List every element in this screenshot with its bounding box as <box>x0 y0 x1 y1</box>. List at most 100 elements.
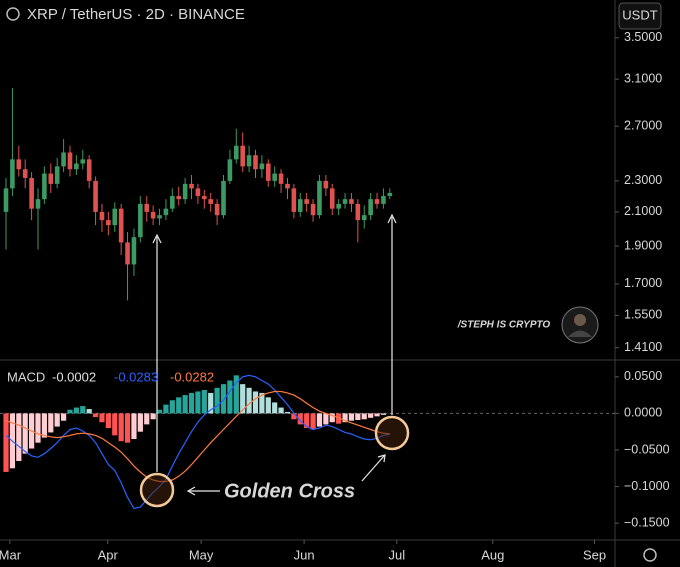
candle-body <box>240 145 245 167</box>
x-tick-label: May <box>189 547 214 562</box>
candle-body <box>253 155 258 170</box>
candle-body <box>291 188 297 212</box>
histogram-bar <box>182 395 188 414</box>
candle-body <box>16 159 22 170</box>
candle-body <box>214 203 220 216</box>
histogram-bar <box>329 413 335 423</box>
currency-label[interactable]: USDT <box>622 7 657 22</box>
histogram-bar <box>22 413 28 454</box>
y-tick-label: 0.0500 <box>624 369 662 383</box>
histogram-bar <box>3 413 9 472</box>
candle-body <box>144 203 150 212</box>
histogram-bar <box>201 390 207 414</box>
histogram-bar <box>163 404 169 414</box>
histogram-bar <box>41 413 47 438</box>
histogram-bar <box>233 375 239 414</box>
macd-line <box>5 374 390 510</box>
signal-line <box>5 390 390 483</box>
candle-body <box>374 199 380 204</box>
candle-body <box>304 199 309 204</box>
highlight-circle <box>374 415 410 451</box>
candle-body <box>67 152 73 170</box>
histogram-bar <box>214 387 220 414</box>
y-tick-label: 3.5000 <box>624 30 662 44</box>
annotations <box>152 213 397 496</box>
legend-title: MACD <box>7 369 45 384</box>
histogram-bar <box>297 413 303 425</box>
candle-body <box>42 173 47 200</box>
histogram-bar <box>259 392 265 414</box>
candle-body <box>189 183 194 189</box>
candle-body <box>329 188 335 209</box>
histogram-bar <box>336 413 342 424</box>
candle-body <box>150 211 156 219</box>
histogram-bar <box>272 402 278 414</box>
candle-body <box>272 173 277 181</box>
candle-body <box>35 199 41 209</box>
histogram-bar <box>35 413 41 443</box>
arrow-head <box>186 486 196 496</box>
histogram-bar <box>195 391 201 414</box>
y-tick-label: 1.9000 <box>624 238 662 252</box>
candle-body <box>176 196 182 200</box>
currency-button[interactable] <box>618 2 662 30</box>
histogram-bar <box>112 413 118 436</box>
arrow-head <box>377 454 386 463</box>
y-tick-label: 1.7000 <box>624 276 662 290</box>
histogram-bar <box>278 407 284 414</box>
y-tick-label: 0.0000 <box>624 406 662 420</box>
histogram-bar <box>118 413 124 442</box>
candle-body <box>163 208 169 216</box>
histogram-bar <box>291 413 297 420</box>
x-tick-label: Apr <box>98 547 119 562</box>
candle-body <box>297 199 303 212</box>
candle-body <box>349 199 354 204</box>
legend-value: -0.0283 <box>114 369 158 384</box>
histogram-bar <box>48 413 54 433</box>
y-tick-label: 2.7000 <box>624 119 662 133</box>
histogram-bar <box>252 391 259 414</box>
annotation-label: Golden Cross <box>224 480 355 502</box>
histogram-bar <box>16 413 22 461</box>
candle-body <box>208 199 214 204</box>
histogram-bar <box>310 413 316 430</box>
candle-body <box>323 180 329 189</box>
candle-body <box>54 166 60 184</box>
x-tick-label: Aug <box>481 547 504 562</box>
candle-body <box>118 208 124 243</box>
candle-body <box>310 203 316 216</box>
candle-body <box>157 215 162 219</box>
candle-body <box>336 203 341 209</box>
histogram-bar <box>374 413 380 417</box>
histogram-bar <box>342 413 348 423</box>
histogram-bar <box>240 384 246 414</box>
watermark: /STEPH IS CRYPTO <box>457 320 551 331</box>
avatar-body <box>568 330 592 337</box>
histogram-bar <box>361 413 367 420</box>
histogram-bar <box>137 413 143 432</box>
candle-body <box>285 183 290 189</box>
avatar-head <box>574 314 586 326</box>
candle-body <box>387 192 393 197</box>
candle-body <box>131 237 137 265</box>
histogram-bar <box>73 407 79 414</box>
y-tick-label: −0.0500 <box>624 442 670 456</box>
candle-body <box>86 159 92 181</box>
histogram-bar <box>284 411 291 414</box>
candle-body <box>265 163 271 181</box>
candle-body <box>202 196 207 200</box>
histogram-bar <box>368 413 374 418</box>
histogram-bar <box>156 409 163 414</box>
candle-body <box>342 199 348 204</box>
histogram-bar <box>92 413 99 418</box>
candle-body <box>355 203 361 221</box>
arrow-head <box>387 213 397 224</box>
x-tick-label: Sep <box>583 547 606 562</box>
y-tick-label: 2.1000 <box>624 204 662 218</box>
settings-icon[interactable] <box>643 548 657 562</box>
histogram-bar <box>131 413 137 440</box>
candle-body <box>93 180 98 212</box>
histogram-bar <box>323 413 329 425</box>
